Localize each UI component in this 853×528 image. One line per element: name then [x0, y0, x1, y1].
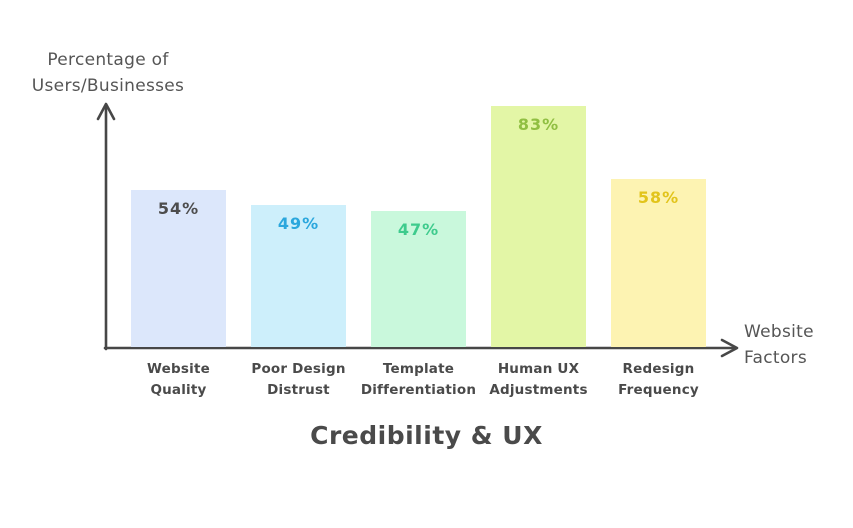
x-tick-label: Human UX Adjustments — [464, 359, 614, 401]
bar: 83% — [491, 106, 586, 347]
x-axis-arrowhead-icon — [720, 338, 739, 358]
x-tick-label-line: Distrust — [267, 381, 330, 398]
x-tick-label: Template Differentiation — [344, 359, 494, 401]
y-axis-arrowhead-icon — [96, 102, 116, 121]
x-tick-label-line: Differentiation — [360, 381, 477, 398]
x-tick-label-line: Frequency — [618, 381, 699, 398]
x-tick-label-line: Website — [147, 361, 210, 377]
x-axis-title-line2: Factors — [744, 347, 807, 368]
bar-value-label: 83% — [517, 115, 560, 134]
x-tick-label-line: Adjustments — [489, 381, 588, 398]
x-axis-title-line1: Website — [744, 322, 814, 342]
x-tick-label-line: Redesign — [622, 361, 695, 377]
x-tick-label: Redesign Frequency — [584, 359, 734, 401]
y-axis-title-line2: Users/Businesses — [31, 75, 185, 96]
bar: 47% — [371, 211, 466, 347]
x-tick-label-line: Template — [382, 361, 455, 377]
bar-value-label: 54% — [157, 199, 200, 218]
x-tick-label: Poor Design Distrust — [224, 359, 374, 401]
x-axis-title: Website Factors — [744, 320, 849, 371]
y-axis-title-line1: Percentage of — [47, 50, 169, 70]
bar: 54% — [131, 190, 226, 347]
x-tick-label-line: Human UX — [497, 361, 580, 377]
x-tick-label: Website Quality — [104, 359, 254, 401]
bar-value-label: 49% — [277, 214, 320, 233]
bar: 49% — [251, 205, 346, 347]
bar: 58% — [611, 179, 706, 347]
x-tick-label-line: Poor Design — [251, 361, 346, 377]
chart-title: Credibility & UX — [310, 421, 543, 450]
y-axis-title: Percentage of Users/Businesses — [8, 48, 208, 99]
bar-value-label: 47% — [397, 220, 440, 239]
x-tick-label-line: Quality — [150, 381, 207, 398]
bar-value-label: 58% — [637, 188, 680, 207]
